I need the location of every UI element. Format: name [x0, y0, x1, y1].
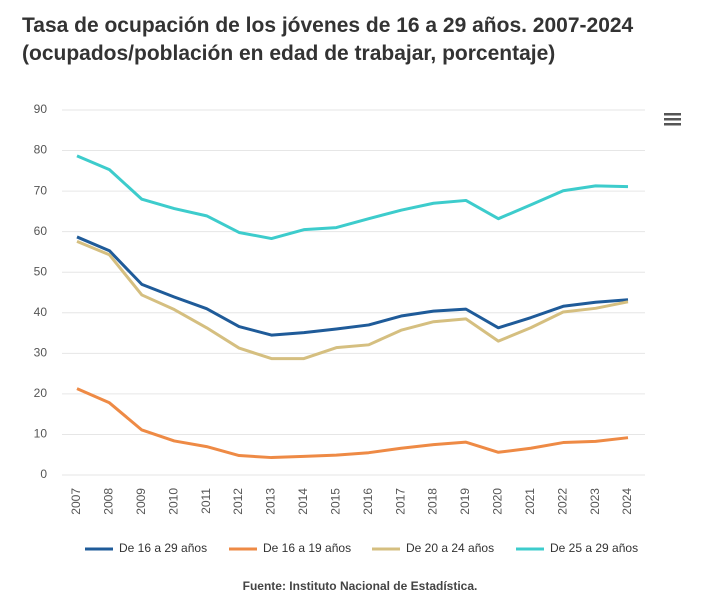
series-line	[76, 235, 629, 337]
x-tick-label: 2020	[491, 488, 505, 515]
menu-bar	[664, 118, 681, 121]
legend-label: De 16 a 19 años	[263, 541, 351, 555]
x-tick-label: 2023	[588, 488, 602, 515]
series-line	[76, 387, 629, 460]
x-tick-label: 2009	[134, 488, 148, 515]
legend-label: De 16 a 29 años	[119, 541, 207, 555]
chart-title: Tasa de ocupación de los jóvenes de 16 a…	[22, 14, 634, 65]
x-tick-label: 2018	[426, 488, 440, 515]
x-tick-label: 2024	[620, 488, 634, 515]
y-tick-label: 40	[34, 305, 48, 319]
x-tick-label: 2011	[199, 488, 213, 514]
menu-bar	[664, 123, 681, 126]
x-tick-label: 2021	[523, 488, 537, 515]
x-tick-label: 2015	[328, 488, 342, 515]
legend-label: De 20 a 24 años	[406, 541, 494, 555]
y-tick-label: 60	[34, 224, 48, 238]
x-tick-label: 2012	[231, 488, 245, 515]
y-tick-label: 0	[40, 467, 47, 481]
x-tick-label: 2010	[166, 488, 180, 515]
x-tick-label: 2007	[69, 488, 83, 515]
legend-label: De 25 a 29 años	[550, 541, 638, 555]
x-tick-label: 2016	[361, 488, 375, 515]
source: Fuente: Instituto Nacional de Estadístic…	[243, 579, 478, 593]
x-tick-label: 2014	[296, 488, 310, 515]
series-line	[76, 154, 629, 241]
y-tick-label: 80	[34, 143, 48, 157]
y-tick-label: 30	[34, 346, 48, 360]
y-tick-label: 10	[34, 427, 48, 441]
y-tick-label: 20	[34, 386, 48, 400]
y-tick-label: 50	[34, 264, 48, 278]
menu-button[interactable]	[664, 113, 681, 126]
x-tick-label: 2013	[264, 488, 278, 515]
menu-bar	[664, 113, 681, 116]
series-line	[76, 240, 629, 361]
x-tick-label: 2017	[393, 488, 407, 515]
x-tick-label: 2019	[458, 488, 472, 515]
x-tick-label: 2022	[555, 488, 569, 515]
x-tick-label: 2008	[102, 488, 116, 515]
y-tick-label: 90	[34, 102, 48, 116]
y-tick-label: 70	[34, 183, 48, 197]
